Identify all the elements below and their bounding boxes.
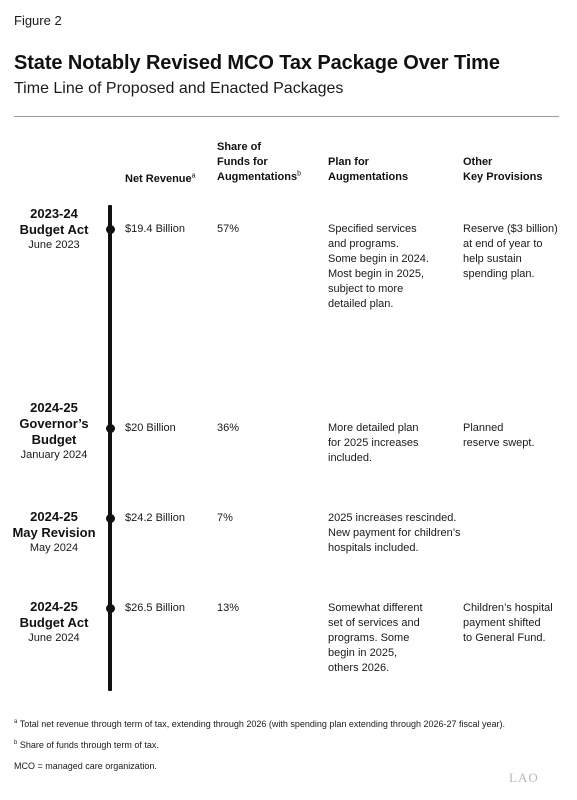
header-net-revenue: Net Revenuea [125, 172, 196, 185]
row-label-2024-25-governors-budget: 2024-25 Governor’s Budget January 2024 [19, 400, 89, 461]
header-plan: Plan for Augmentations [328, 156, 409, 183]
other-provisions-text: Planned reserve swept. [463, 422, 535, 449]
plan-text: Somewhat different set of services and p… [328, 602, 423, 674]
title-divider [14, 116, 559, 117]
lao-logo: LAO [509, 770, 539, 785]
net-revenue-value: $20 Billion [125, 422, 176, 434]
row-label-2024-25-budget-act: 2024-25 Budget Act June 2024 [19, 599, 89, 644]
other-provisions-text: Children’s hospital payment shifted to G… [463, 602, 553, 644]
net-revenue-value: $19.4 Billion [125, 223, 185, 235]
footnote-mco: MCO = managed care organization. [14, 761, 157, 771]
header-share: Share of Funds for Augmentationsb [217, 141, 301, 183]
net-revenue-value: $24.2 Billion [125, 512, 185, 524]
footnote-b: b Share of funds through term of tax. [14, 740, 159, 750]
share-value: 57% [217, 223, 240, 235]
share-value: 7% [217, 512, 233, 524]
footnote-a: a Total net revenue through term of tax,… [14, 719, 506, 729]
row-label-2024-25-may-revision: 2024-25 May Revision May 2024 [12, 509, 96, 554]
timeline-dot [106, 514, 115, 523]
timeline-dot [106, 604, 115, 613]
timeline-dot [106, 424, 115, 433]
timeline-line [108, 205, 112, 691]
figure-label: Figure 2 [14, 13, 62, 28]
plan-text: More detailed plan for 2025 increases in… [328, 422, 419, 464]
figure-title: State Notably Revised MCO Tax Package Ov… [14, 52, 500, 74]
plan-text: 2025 increases rescinded. New payment fo… [328, 512, 461, 554]
plan-text: Specified services and programs. Some be… [328, 223, 429, 310]
share-value: 36% [217, 422, 240, 434]
share-value: 13% [217, 602, 240, 614]
footnotes: a Total net revenue through term of tax,… [14, 718, 534, 772]
timeline-dot [106, 225, 115, 234]
net-revenue-value: $26.5 Billion [125, 602, 185, 614]
header-other: Other Key Provisions [463, 156, 543, 183]
other-provisions-text: Reserve ($3 billion) at end of year to h… [463, 223, 558, 280]
figure-subtitle: Time Line of Proposed and Enacted Packag… [14, 80, 344, 97]
row-label-2023-24-budget-act: 2023-24 Budget Act June 2023 [19, 206, 89, 251]
